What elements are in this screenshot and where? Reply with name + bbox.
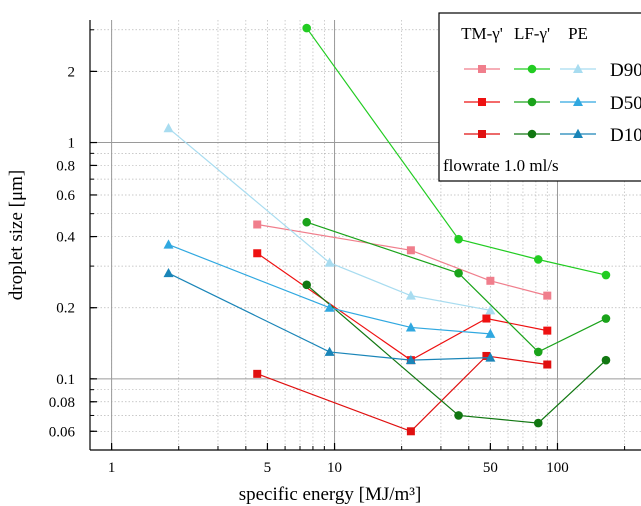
data-point-triangle [485, 352, 496, 362]
y-tick-label: 0.08 [49, 395, 75, 411]
legend-column-header: LF-γ' [514, 24, 550, 43]
data-point-triangle [324, 257, 335, 267]
data-point-circle [302, 280, 311, 290]
legend-marker-triangle [573, 128, 583, 138]
series-line-0 [257, 223, 548, 297]
data-point-circle [302, 217, 311, 227]
series-line-2 [257, 355, 548, 432]
legend-marker-circle [527, 129, 537, 139]
data-point-square [482, 314, 491, 323]
data-point-triangle [405, 354, 416, 365]
y-tick-label: 0.6 [56, 188, 75, 204]
x-tick-label: 1 [108, 460, 116, 476]
data-point-square [406, 246, 415, 255]
y-tick-label: 0.1 [56, 372, 75, 388]
data-point-triangle [163, 239, 174, 249]
y-tick-label: 0.4 [56, 230, 75, 246]
x-tick-label: 50 [483, 460, 498, 476]
x-tick-label: 10 [327, 460, 342, 476]
data-point-circle [601, 355, 611, 365]
series-line-6 [168, 127, 491, 311]
data-point-circle [454, 234, 463, 244]
data-point-square [543, 326, 552, 335]
data-point-triangle [485, 305, 496, 315]
x-axis-label: specific energy [MJ/m³] [239, 484, 422, 505]
series-line-7 [168, 244, 491, 335]
legend-marker-triangle [573, 63, 583, 73]
series-line-4 [306, 221, 607, 353]
data-point-triangle [405, 290, 416, 300]
legend-column-header: PE [568, 24, 588, 43]
data-point-circle [533, 255, 543, 264]
data-point-triangle [324, 302, 335, 312]
data-point-circle [533, 418, 543, 428]
legend-marker-circle [527, 97, 537, 107]
x-tick-label: 5 [264, 460, 272, 476]
legend-marker-square [478, 98, 486, 106]
legend: TM-γ' LF-γ' PE D90 D50 D10 flowrate 1.0 ml/s [438, 12, 641, 182]
data-point-triangle [324, 346, 335, 356]
legend-marker-triangle [573, 96, 583, 106]
series-line-3 [306, 27, 607, 276]
data-point-square [406, 427, 415, 436]
y-tick-label: 0.2 [56, 301, 75, 317]
series-line-5 [306, 284, 607, 424]
data-point-triangle [405, 322, 416, 332]
y-axis-label: droplet size [μm] [6, 170, 27, 300]
series-line-8 [168, 272, 491, 361]
x-tick-label: 100 [546, 460, 569, 476]
data-point-square [253, 369, 262, 378]
y-tick-label: 2 [68, 64, 76, 80]
data-point-square [482, 351, 491, 360]
data-point-square [543, 291, 552, 300]
series-layer [163, 23, 611, 436]
legend-marker-circle [527, 64, 537, 74]
data-point-triangle [485, 328, 496, 338]
series-line-1 [256, 252, 548, 361]
data-point-square [486, 276, 495, 285]
data-point-circle [601, 314, 611, 323]
data-point-square [253, 220, 262, 229]
legend-row-label: D50 [610, 93, 641, 114]
data-point-square [543, 360, 552, 369]
y-tick-label: 0.06 [49, 424, 76, 440]
legend-row-label: D90 [610, 60, 641, 81]
data-point-square [253, 249, 262, 258]
data-point-circle [533, 347, 543, 357]
legend-marker-square [478, 130, 486, 138]
data-point-circle [454, 268, 463, 278]
data-point-circle [601, 270, 611, 280]
data-point-circle [454, 411, 463, 420]
y-tick-label: 0.8 [56, 158, 75, 174]
data-point-triangle [163, 267, 174, 278]
legend-row-label: D10 [610, 125, 641, 146]
y-tick-label: 1 [68, 136, 76, 152]
legend-box [438, 12, 641, 182]
data-point-triangle [163, 122, 174, 133]
legend-note: flowrate 1.0 ml/s [443, 156, 559, 175]
legend-marker-square [478, 65, 486, 73]
data-point-circle [302, 23, 311, 33]
legend-column-header: TM-γ' [461, 24, 503, 43]
axes: 1 5 10 50 100 0.06 0.08 0.1 0.2 0.4 0.6 0.8 1 2 [49, 20, 641, 476]
